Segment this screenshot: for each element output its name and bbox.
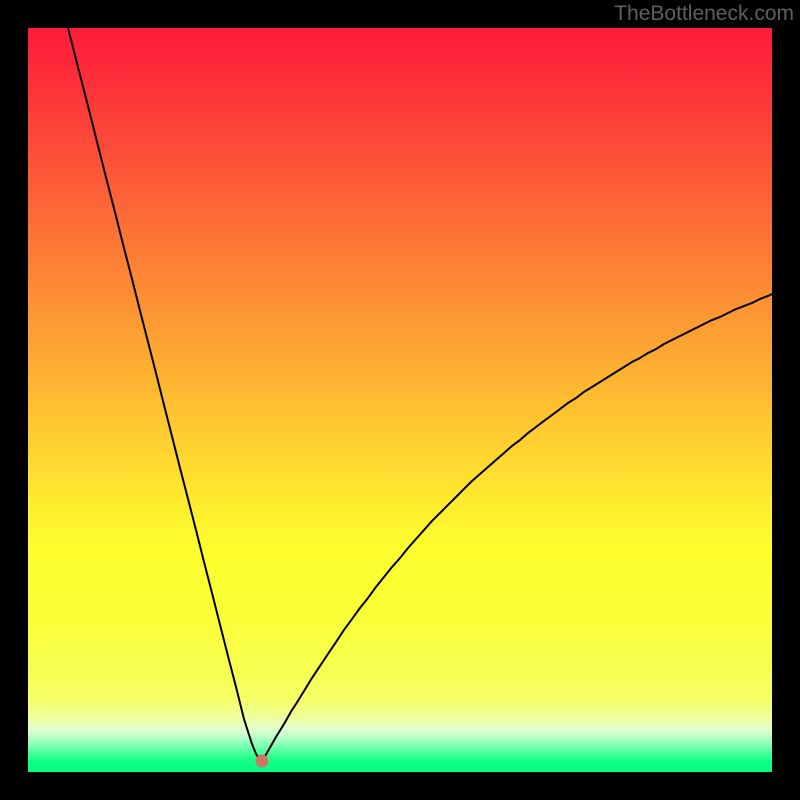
minimum-marker [255,754,268,767]
bottleneck-curve-chart [0,0,800,800]
watermark-text: TheBottleneck.com [614,2,794,26]
gradient-background [28,28,772,772]
chart-container: TheBottleneck.com [0,0,800,800]
